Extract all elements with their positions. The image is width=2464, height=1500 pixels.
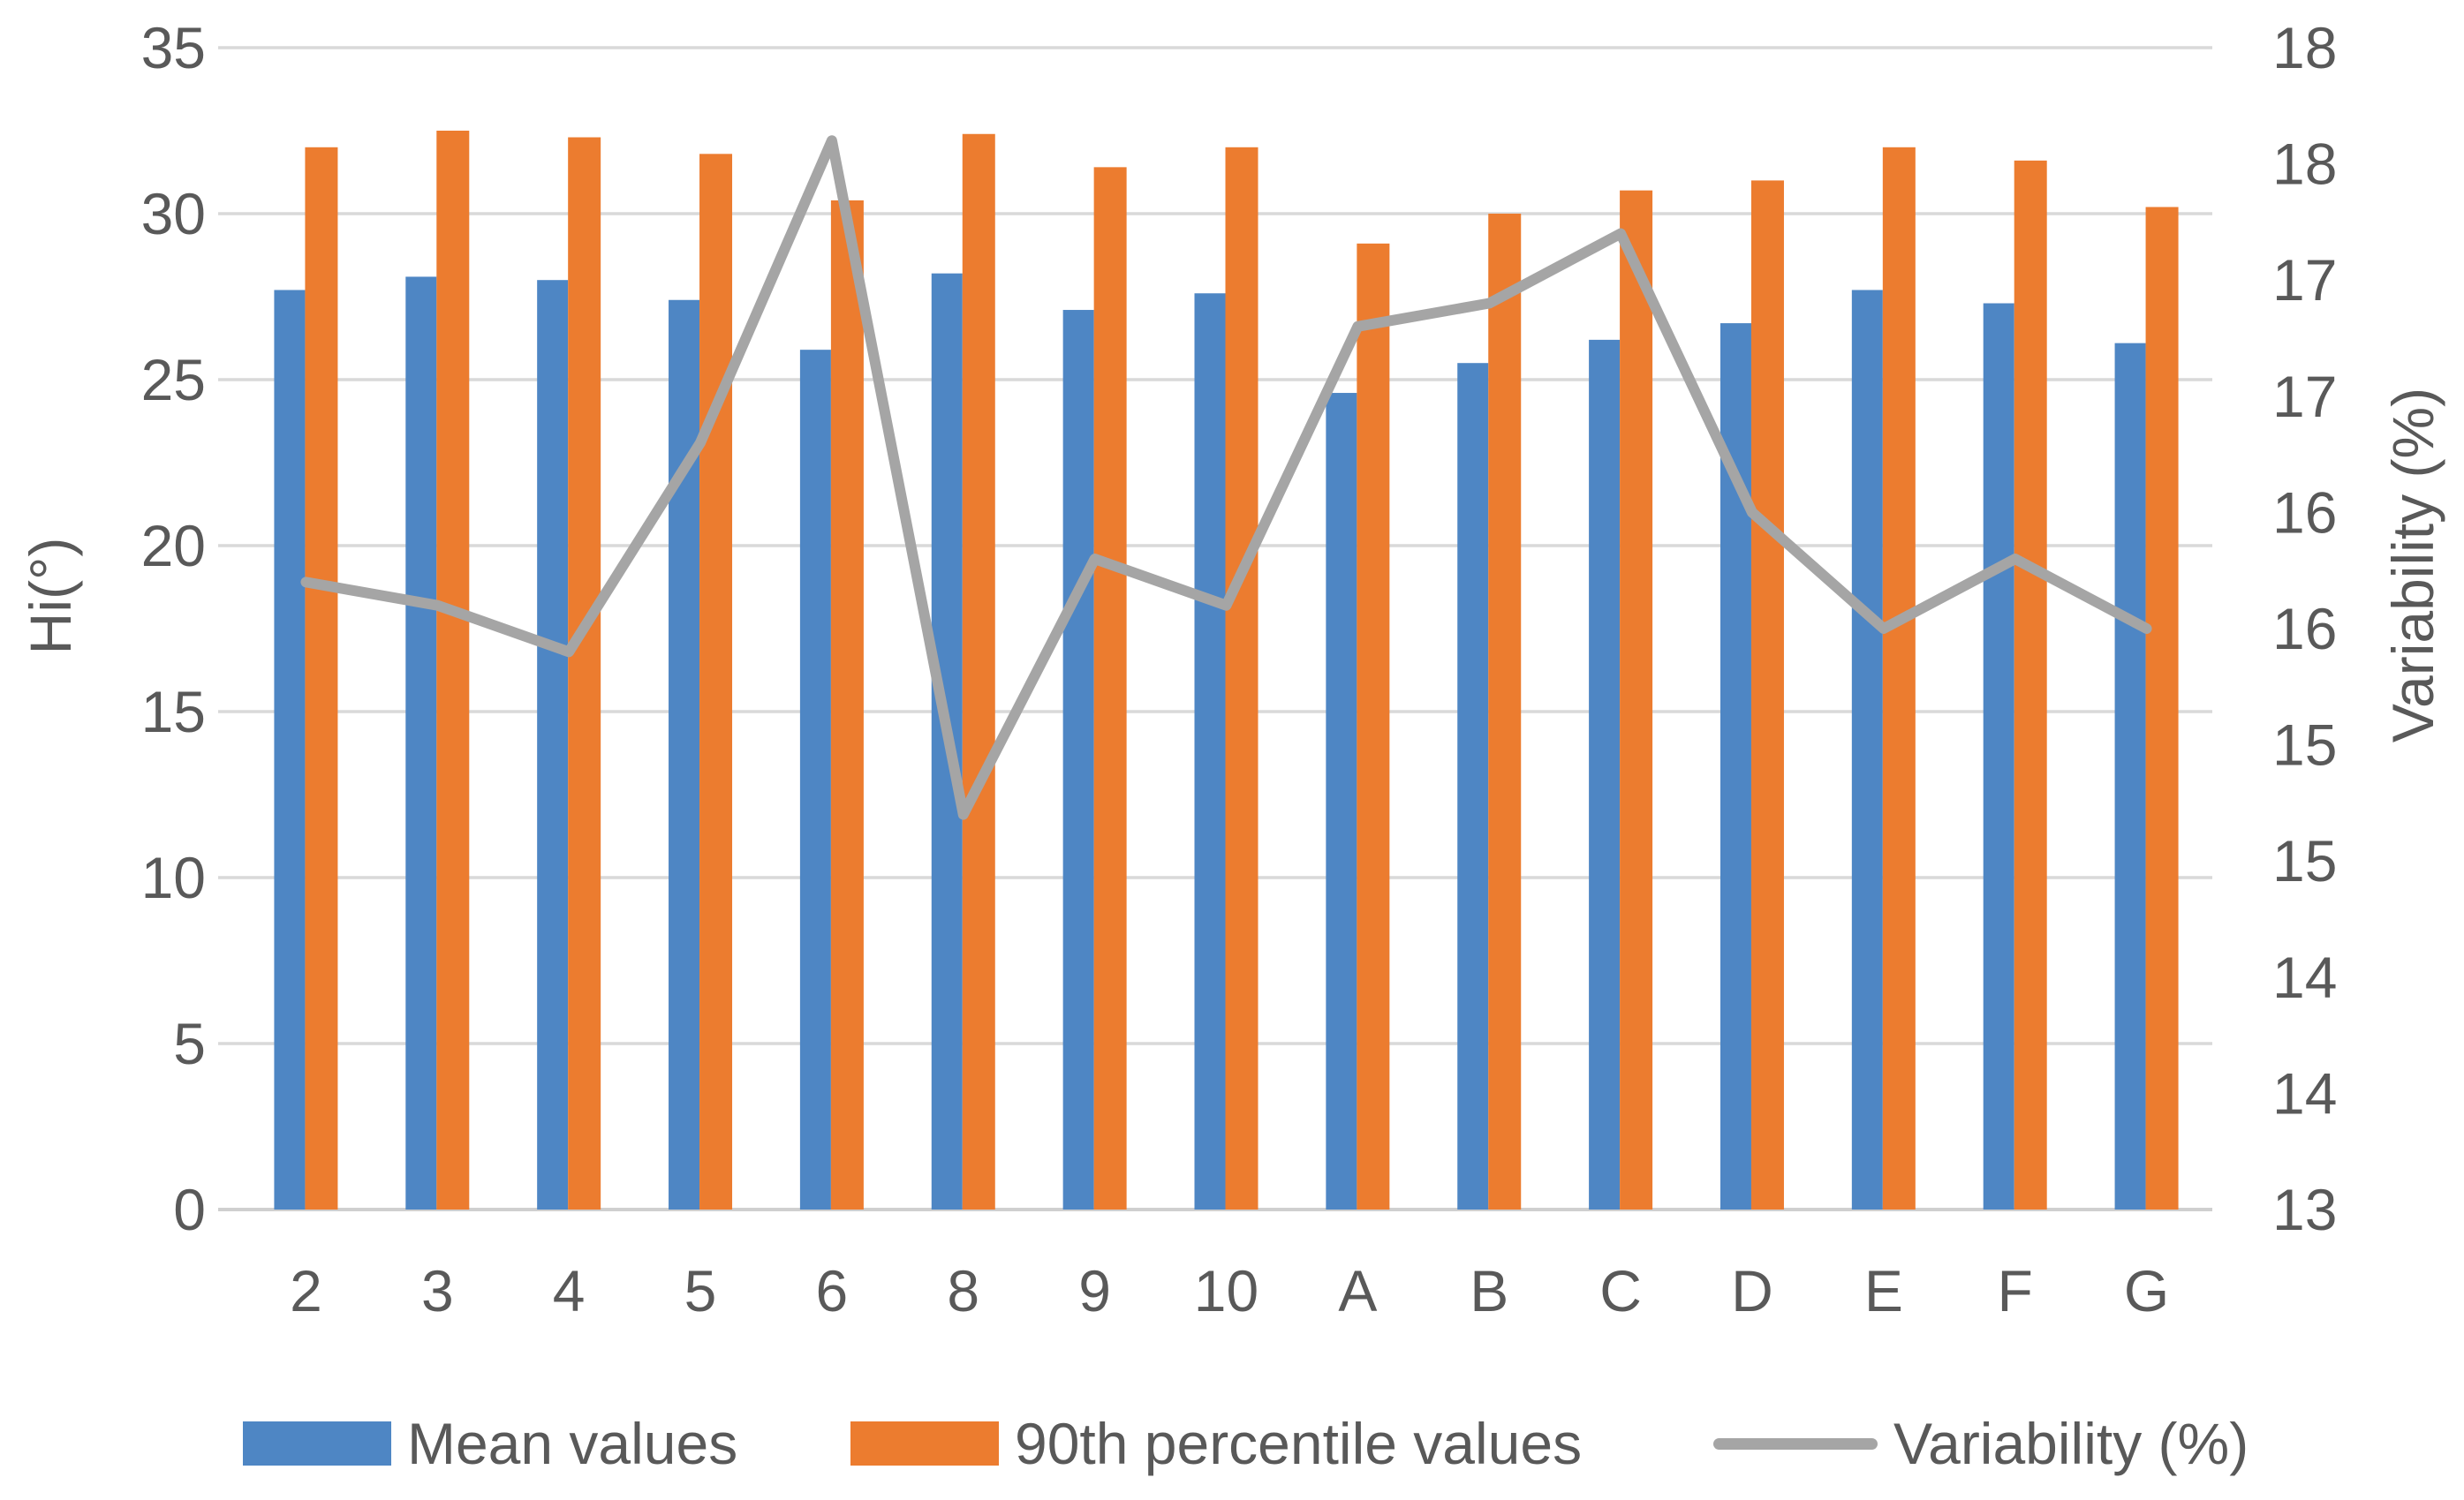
bar-mean-A — [1326, 393, 1357, 1210]
left-axis-tick-label: 15 — [141, 679, 206, 744]
legend-item-90th-percentile: 90th percentile values — [850, 1410, 1582, 1477]
x-axis-label-F: F — [1998, 1258, 2033, 1323]
legend-label-mean-values: Mean values — [407, 1411, 738, 1476]
x-axis-label-5: 5 — [684, 1258, 717, 1323]
x-axis-label-G: G — [2124, 1258, 2169, 1323]
right-axis-tick-label: 17 — [2272, 247, 2337, 313]
bar-mean-10 — [1194, 293, 1226, 1210]
legend-swatch-mean-values — [243, 1421, 391, 1466]
right-axis-tick-label: 18 — [2272, 15, 2337, 80]
bar-mean-G — [2114, 343, 2146, 1210]
bar-mean-4 — [537, 280, 569, 1210]
bar-mean-9 — [1062, 310, 1094, 1210]
bar-mean-6 — [799, 350, 831, 1210]
legend-swatch-variability-line — [1713, 1437, 1878, 1450]
right-axis-tick-label: 15 — [2272, 712, 2337, 778]
bar-90th-percentile-C — [1620, 190, 1653, 1210]
legend-label-variability: Variability (%) — [1893, 1411, 2249, 1476]
left-axis-tick-label: 25 — [141, 347, 206, 412]
x-axis-label-A: A — [1338, 1258, 1377, 1323]
bar-90th-percentile-10 — [1225, 147, 1258, 1210]
bar-90th-percentile-E — [1882, 147, 1916, 1210]
left-axis-tick-label: 5 — [173, 1011, 206, 1076]
bar-90th-percentile-3 — [436, 131, 470, 1210]
x-axis-label-8: 8 — [947, 1258, 979, 1323]
left-axis-tick-label: 35 — [141, 15, 206, 80]
left-axis-tick-label: 0 — [173, 1177, 206, 1242]
bar-90th-percentile-6 — [830, 200, 864, 1210]
x-axis-label-3: 3 — [421, 1258, 454, 1323]
left-axis-title: Hi(°) — [18, 537, 83, 655]
left-axis-tick-label: 20 — [141, 513, 206, 578]
bar-90th-percentile-5 — [699, 154, 733, 1210]
right-axis-tick-label: 16 — [2272, 479, 2337, 545]
right-axis-title: Variability (%) — [2380, 387, 2445, 743]
bar-90th-percentile-B — [1488, 214, 1522, 1210]
legend-item-variability: Variability (%) — [1713, 1410, 2249, 1477]
legend-item-mean-values: Mean values — [243, 1410, 737, 1477]
bar-90th-percentile-9 — [1093, 167, 1127, 1210]
right-axis-tick-label: 14 — [2272, 945, 2337, 1010]
bar-90th-percentile-G — [2145, 207, 2179, 1210]
bar-90th-percentile-8 — [962, 133, 995, 1210]
right-axis-tick-label: 18 — [2272, 132, 2337, 197]
legend-swatch-90th-percentile — [850, 1421, 999, 1466]
bar-mean-C — [1589, 339, 1621, 1210]
bar-mean-F — [1983, 303, 2014, 1210]
x-axis-label-9: 9 — [1078, 1258, 1111, 1323]
right-axis-tick-label: 17 — [2272, 364, 2337, 429]
bar-mean-2 — [274, 290, 306, 1210]
bar-90th-percentile-F — [2014, 160, 2047, 1210]
bar-90th-percentile-A — [1357, 243, 1390, 1210]
right-axis-tick-label: 13 — [2272, 1177, 2337, 1242]
x-axis-label-C: C — [1599, 1258, 1642, 1323]
bar-mean-B — [1457, 363, 1489, 1210]
bar-mean-E — [1851, 290, 1883, 1210]
bar-90th-percentile-2 — [305, 147, 338, 1210]
x-axis-label-E: E — [1864, 1258, 1903, 1323]
x-axis-label-D: D — [1731, 1258, 1773, 1323]
left-axis-tick-label: 10 — [141, 845, 206, 910]
variability-line — [300, 135, 2152, 820]
left-axis-tick-label: 30 — [141, 181, 206, 246]
bar-90th-percentile-4 — [568, 137, 601, 1210]
right-axis-tick-label: 15 — [2272, 828, 2337, 893]
right-axis-tick-label: 16 — [2272, 596, 2337, 661]
x-axis-label-2: 2 — [290, 1258, 322, 1323]
x-axis-label-6: 6 — [816, 1258, 849, 1323]
bar-mean-3 — [405, 276, 437, 1210]
legend-label-90th-percentile: 90th percentile values — [1015, 1411, 1583, 1476]
right-axis-tick-label: 14 — [2272, 1060, 2337, 1126]
bar-90th-percentile-D — [1750, 180, 1784, 1210]
x-axis-label-4: 4 — [553, 1258, 586, 1323]
x-axis-label-B: B — [1470, 1258, 1508, 1323]
bar-mean-5 — [669, 299, 700, 1210]
x-axis-label-10: 10 — [1194, 1258, 1258, 1323]
